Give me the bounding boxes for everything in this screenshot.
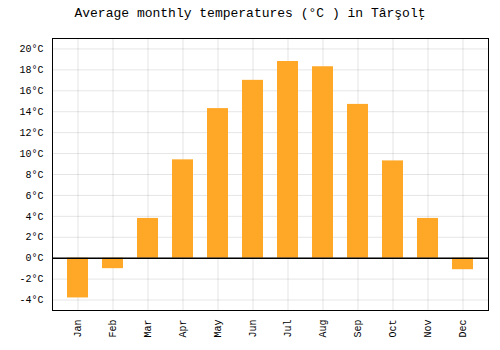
svg-text:0°C: 0°C [25, 253, 43, 264]
svg-text:8°C: 8°C [25, 170, 43, 181]
svg-text:14°C: 14°C [19, 107, 43, 118]
svg-text:Jun: Jun [248, 320, 259, 338]
svg-text:10°C: 10°C [19, 149, 43, 160]
svg-text:Jan: Jan [73, 320, 84, 338]
svg-text:Jul: Jul [283, 320, 294, 338]
svg-text:12°C: 12°C [19, 128, 43, 139]
svg-text:4°C: 4°C [25, 212, 43, 223]
svg-text:16°C: 16°C [19, 86, 43, 97]
svg-text:Oct: Oct [388, 320, 399, 338]
svg-text:Sep: Sep [353, 320, 364, 338]
svg-text:6°C: 6°C [25, 191, 43, 202]
svg-text:18°C: 18°C [19, 65, 43, 76]
svg-text:Apr: Apr [178, 320, 189, 338]
svg-text:May: May [213, 320, 224, 338]
svg-text:Feb: Feb [108, 320, 119, 338]
svg-text:-2°C: -2°C [19, 274, 43, 285]
svg-text:Aug: Aug [318, 320, 329, 338]
svg-text:Mar: Mar [143, 320, 154, 338]
svg-text:2°C: 2°C [25, 232, 43, 243]
svg-text:Dec: Dec [458, 320, 469, 338]
html-text:Average monthly temperatures (: Average monthly temperatures (°C ) in Tâ… [74, 6, 426, 21]
svg-text:Nov: Nov [423, 320, 434, 338]
svg-text:-4°C: -4°C [19, 295, 43, 306]
svg-text:20°C: 20°C [19, 44, 43, 55]
